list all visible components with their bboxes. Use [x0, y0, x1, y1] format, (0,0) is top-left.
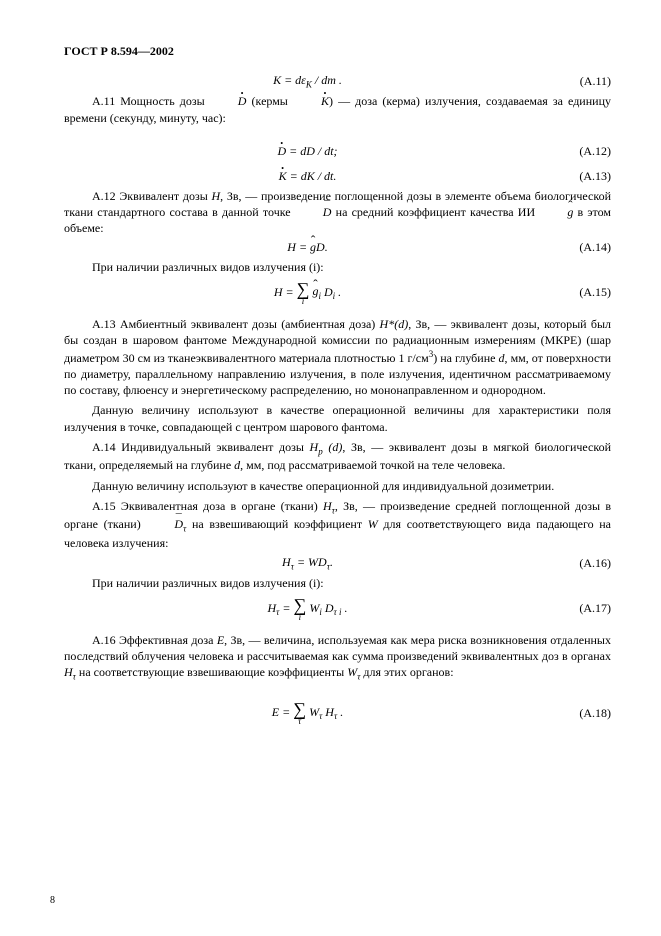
sum-icon: ∑i [294, 596, 307, 622]
p14f-text: , мм, под рассматриваемой точкой на теле… [240, 458, 505, 472]
equation-a15: H = ∑i gi Di . (А.15) [64, 280, 611, 306]
eq-a17-mid: = [279, 600, 293, 614]
para-a12-2: При наличии различных видов излучения (i… [64, 259, 611, 275]
eq-a16-dot: . [330, 555, 333, 569]
eq-a13-lhs: K [279, 169, 287, 184]
p13d-text: ) на глубине [433, 351, 498, 365]
p14b-text: H [310, 440, 319, 454]
para-a14-2: Данную величину используют в качестве оп… [64, 478, 611, 494]
p14a-text: А.14 Индивидуальный эквивалент дозы [92, 440, 310, 454]
p16f-text: W [347, 665, 357, 679]
p12a-text: А.12 Эквивалент дозы [92, 189, 211, 203]
eq-a14-lhs: H = [287, 240, 310, 254]
equation-a14: H = gD. (А.14) [64, 240, 611, 255]
p15a-text: А.15 Эквивалентная доза в органе (ткани) [92, 499, 323, 513]
p12d-text: на средний коэффициент качества ИИ [331, 205, 539, 219]
eq-a16-lhs: H [282, 555, 291, 569]
para-a16-1: А.16 Эффективная доза E, Зв, — величина,… [64, 632, 611, 683]
eq-a14-d: D. [316, 240, 328, 254]
para-a13-2: Данную величину используют в качестве оп… [64, 402, 611, 434]
eq-a17-dot: . [342, 600, 348, 614]
eq-a18-num: (А.18) [551, 706, 611, 721]
eq-a18-lhs: E = [272, 705, 293, 719]
sym-ghat-1: g [539, 204, 573, 220]
sym-dbar-1: D [295, 204, 332, 220]
eq-a17-lhs: H [267, 600, 276, 614]
p13a-text: А.13 Амбиентный эквивалент дозы (амбиент… [92, 317, 380, 331]
para-a11: А.11 Мощность дозы D (кермы K) — доза (к… [64, 93, 611, 125]
p15f-text: W [368, 517, 378, 531]
p16g-text: для этих органов: [360, 665, 453, 679]
equation-a16: Hτ = WDτ. (А.16) [64, 555, 611, 571]
p12b-text: H [211, 189, 220, 203]
equation-a12: D = dD / dt; (А.12) [64, 144, 611, 159]
equation-a11: K = dεK / dm . (А.11) [64, 73, 611, 89]
p15b-text: H [323, 499, 332, 513]
eq-a18-h: H [322, 705, 334, 719]
sym-kdot-1: K [293, 93, 329, 109]
para-a12-1: А.12 Эквивалент дозы H, Зв, — произведен… [64, 188, 611, 237]
sum-icon: ∑τ [293, 700, 306, 726]
p16e-text: на соответствующие взвешивающие коэффици… [76, 665, 347, 679]
eq-a14-g: g [310, 240, 316, 255]
eq-a15-lhs: H = [274, 284, 297, 298]
eq-a12-num: (А.12) [551, 144, 611, 159]
eq-a17-d: D [322, 600, 334, 614]
eq-a17-dsub: τ i [334, 607, 342, 617]
eq-a18-w: W [309, 705, 319, 719]
para-a14-1: А.14 Индивидуальный эквивалент дозы Hp (… [64, 439, 611, 474]
eq-a11-tail: / dm . [312, 73, 342, 87]
equation-a17: Hτ = ∑i Wi Dτ i . (А.17) [64, 596, 611, 622]
para-a13-1: А.13 Амбиентный эквивалент дозы (амбиент… [64, 316, 611, 399]
equation-a13: K = dK / dt. (А.13) [64, 169, 611, 184]
eq-a15-tail: D [321, 284, 333, 298]
document-header: ГОСТ Р 8.594—2002 [64, 44, 611, 59]
p11a-text: А.11 Мощность дозы [92, 94, 210, 108]
sum-icon: ∑i [297, 280, 310, 306]
sym-ddot-1: D [210, 93, 247, 109]
eq-a11-expr: K = dε [273, 73, 306, 87]
eq-a16-num: (А.16) [551, 556, 611, 571]
p13b-text: H*(d) [380, 317, 409, 331]
eq-a18-dot: . [337, 705, 343, 719]
eq-a15-num: (А.15) [551, 285, 611, 300]
eq-a17-w: W [309, 600, 319, 614]
eq-a16-mid: = WD [294, 555, 327, 569]
eq-a13-rhs: = dK / dt. [287, 169, 337, 183]
eq-a11-num: (А.11) [551, 74, 611, 89]
eq-a12-lhs: D [277, 144, 286, 159]
para-a15-2: При наличии различных видов излучения (i… [64, 575, 611, 591]
p14c-text: (d) [323, 440, 343, 454]
p15d-text: D [146, 516, 183, 532]
eq-a13-num: (А.13) [551, 169, 611, 184]
p16d-text: H [64, 665, 73, 679]
eq-a15-dot: . [335, 284, 341, 298]
eq-a12-rhs: = dD / dt; [286, 144, 337, 158]
equation-a18: E = ∑τ Wτ Hτ . (А.18) [64, 700, 611, 726]
page-number: 8 [50, 895, 55, 906]
para-a15-1: А.15 Эквивалентная доза в органе (ткани)… [64, 498, 611, 551]
p16a-text: А.16 Эффективная доза [92, 633, 217, 647]
eq-a14-num: (А.14) [551, 240, 611, 255]
eq-a17-num: (А.17) [551, 601, 611, 616]
p11b-text: (кермы [246, 94, 293, 108]
p15e-text: на взвешивающий коэффициент [186, 517, 367, 531]
eq-a15-g: g [312, 284, 318, 299]
